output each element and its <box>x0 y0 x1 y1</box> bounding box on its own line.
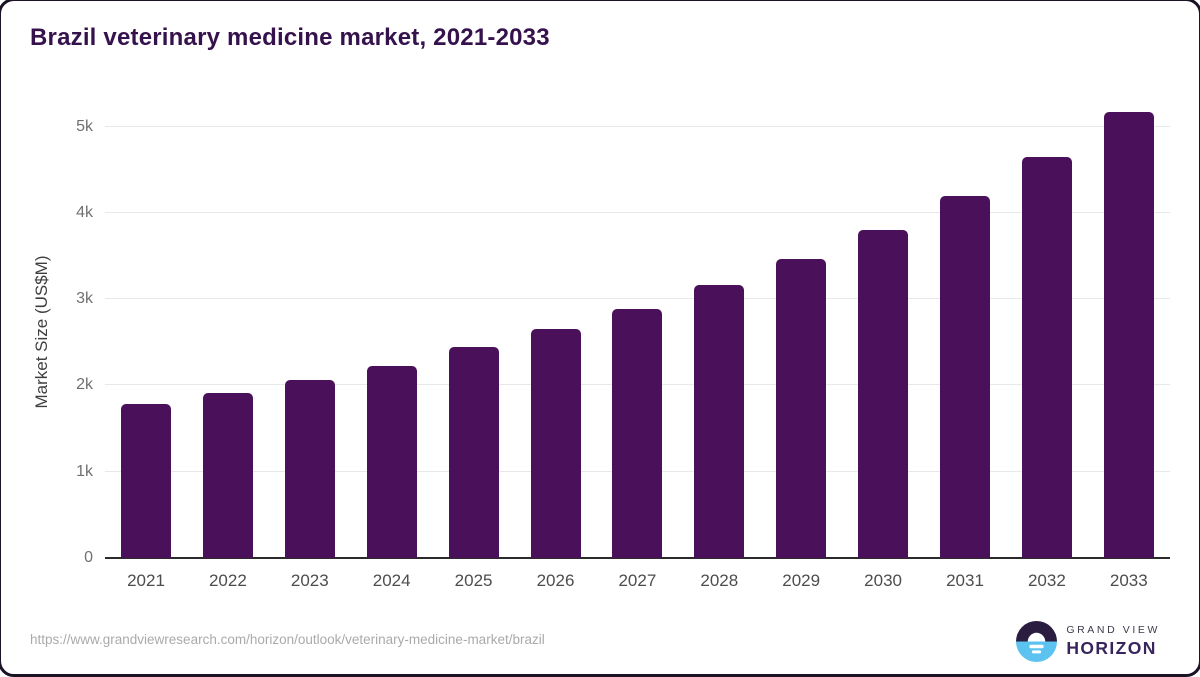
gridline-3k <box>105 298 1170 300</box>
bar-2032[interactable] <box>1021 156 1072 558</box>
logo-horizon-label: HORIZON <box>1066 638 1157 658</box>
bar-2028[interactable] <box>694 285 745 558</box>
x-tick-label-2024: 2024 <box>372 571 411 590</box>
y-tick-label: 3k <box>76 290 93 308</box>
bar-2033[interactable] <box>1103 111 1154 558</box>
x-tick-label-2022: 2022 <box>208 571 247 590</box>
y-tick-label: 5k <box>76 117 93 135</box>
bar-2027[interactable] <box>612 308 663 558</box>
y-tick-label: 2k <box>76 376 93 394</box>
x-tick-label-2025: 2025 <box>454 571 493 590</box>
logo-grand-view-label: GRAND VIEW <box>1066 624 1160 636</box>
bar-2021[interactable] <box>121 404 171 558</box>
gridline-5k <box>105 125 1170 127</box>
x-tick-label-2031: 2031 <box>946 571 984 590</box>
y-tick-label: 0 <box>84 549 93 566</box>
y-tick-label: 4k <box>76 203 93 221</box>
x-tick-label-2030: 2030 <box>864 571 902 590</box>
x-axis-line <box>105 557 1170 559</box>
bar-2023[interactable] <box>284 380 335 558</box>
x-tick-label-2032: 2032 <box>1027 571 1066 590</box>
y-axis-label: Market Size (US$M) <box>32 255 51 409</box>
bar-2030[interactable] <box>858 230 909 558</box>
bar-2024[interactable] <box>366 365 417 558</box>
x-tick-label-2033: 2033 <box>1109 571 1148 590</box>
horizon-sun-icon <box>1016 621 1058 662</box>
x-tick-label-2026: 2026 <box>536 571 575 590</box>
x-tick-label-2028: 2028 <box>700 571 739 590</box>
bar-2031[interactable] <box>940 195 990 558</box>
bar-2029[interactable] <box>776 259 827 558</box>
source-url: https://www.grandviewresearch.com/horizo… <box>30 632 545 647</box>
chart-title: Brazil veterinary medicine market, 2021-… <box>30 24 550 51</box>
x-tick-label-2029: 2029 <box>782 571 821 590</box>
y-tick-label: 1k <box>76 462 93 480</box>
bar-2025[interactable] <box>448 347 499 558</box>
x-tick-label-2021: 2021 <box>127 571 165 590</box>
x-tick-label-2027: 2027 <box>618 571 657 590</box>
grand-view-horizon-logo: GRAND VIEW HORIZON <box>1016 621 1160 662</box>
bar-2026[interactable] <box>530 329 581 558</box>
bar-chart-plot-area: 0 1k 2k 3k 4k 5k 2021 2022 2023 2024 2025 2026 2027 2… <box>76 103 1170 590</box>
x-tick-label-2023: 2023 <box>290 571 329 590</box>
gridline-4k <box>105 211 1170 213</box>
logo-text: GRAND VIEW HORIZON <box>1066 624 1160 659</box>
bar-2022[interactable] <box>202 393 253 558</box>
